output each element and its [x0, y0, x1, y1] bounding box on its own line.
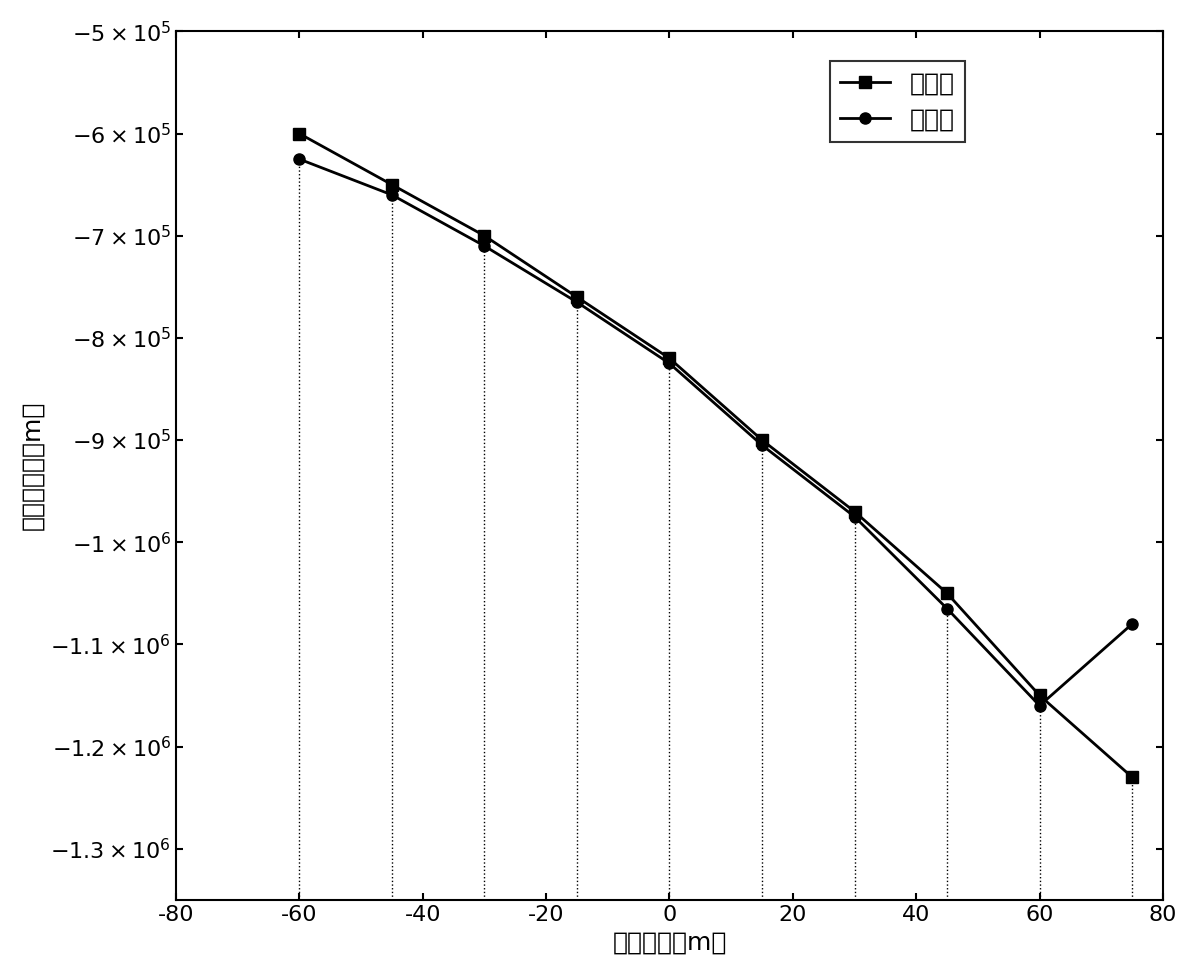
全水深 — [570, 292, 585, 303]
全水深 — [1125, 771, 1139, 783]
全水深 — [940, 587, 955, 599]
全水深 — [847, 506, 861, 518]
Line: 全水深: 全水深 — [294, 128, 1138, 783]
全水深 — [662, 353, 677, 365]
截断后 — [292, 153, 307, 165]
截断后 — [570, 296, 585, 308]
全水深 — [292, 128, 307, 139]
截断后 — [1125, 618, 1139, 630]
Line: 截断后: 截断后 — [294, 154, 1138, 711]
Y-axis label: 系泊线张力（m）: 系泊线张力（m） — [20, 401, 44, 530]
全水深 — [477, 230, 491, 242]
全水深 — [1033, 689, 1047, 701]
全水深 — [755, 434, 769, 446]
全水深 — [385, 178, 399, 190]
X-axis label: 水平位移（m）: 水平位移（m） — [612, 930, 727, 955]
截断后 — [755, 440, 769, 451]
截断后 — [385, 189, 399, 201]
截断后 — [847, 511, 861, 523]
Legend: 全水深, 截断后: 全水深, 截断后 — [830, 61, 966, 141]
截断后 — [477, 240, 491, 252]
截断后 — [1033, 700, 1047, 712]
截断后 — [662, 358, 677, 370]
截断后 — [940, 603, 955, 614]
